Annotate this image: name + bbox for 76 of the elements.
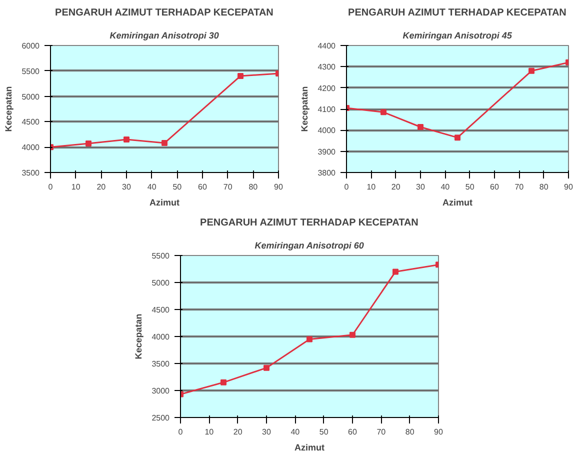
x-tick-label: 80 [248,182,258,192]
y-axis-title: Kecepatan [300,86,310,132]
y-axis-title: Kecepatan [134,314,144,360]
x-tick-label: 20 [233,428,243,436]
x-tick-label: 90 [274,182,284,192]
point [454,134,460,141]
point [392,268,398,275]
y-tick-label: 4300 [318,62,336,72]
chart-title: PENGARUH AZIMUT TERHADAP KECEPATAN [55,8,274,18]
x-tick-label: 60 [490,182,500,192]
x-tick-label: 10 [366,182,376,192]
x-tick-label: 60 [348,428,358,436]
x-tick-label: 90 [434,428,444,436]
x-tick-label: 40 [440,182,450,192]
line-series [50,70,278,150]
x-tick-label: 40 [147,182,157,192]
y-tick-label: 4000 [318,126,336,136]
x-tick-label: 50 [319,428,329,436]
x-tick-label: 60 [198,182,208,192]
y-tick-label: 3500 [152,360,170,368]
y-tick-label: 3500 [22,168,40,178]
point [124,136,130,142]
x-axis-title: Azimut [150,198,180,208]
point [528,68,534,74]
y-tick-label: 4500 [22,118,40,127]
chart-title: PENGARUH AZIMUT TERHADAP KECEPATAN [348,8,566,18]
x-axis-title: Azimut [294,442,324,452]
chart-subtitle: Kemiringan Anisotropi 30 [110,30,219,40]
x-tick-label: 10 [71,182,81,192]
point [162,140,168,146]
x-tick-label: 20 [391,182,401,192]
point [220,379,226,386]
x-tick-label: 0 [344,182,350,192]
x-tick-label: 70 [514,182,524,192]
x-tick-label: 70 [223,182,233,192]
chart-subtitle: Kemiringan Anisotropi 60 [254,240,364,250]
point [238,72,244,79]
y-tick-label: 4100 [318,105,336,114]
y-tick-label: 4000 [22,143,40,152]
y-tick-label: 5500 [152,252,170,260]
y-tick-label: 4000 [152,332,170,342]
point [380,109,386,116]
x-tick-label: 90 [564,182,574,192]
x-tick-label: 50 [172,182,182,192]
y-tick-label: 3000 [152,386,170,396]
point [306,336,312,342]
y-tick-label: 4200 [318,84,336,93]
y-tick-label: 5000 [152,278,170,288]
x-tick-label: 30 [416,182,426,192]
y-tick-label: 4400 [318,42,336,50]
x-tick-label: 40 [290,428,300,436]
point [264,364,270,371]
x-tick-label: 20 [96,182,106,192]
chart-title: PENGARUH AZIMUT TERHADAP KECEPATAN [200,218,418,228]
y-tick-label: 5500 [22,66,40,76]
y-axis-title: Kecepatan [4,86,14,132]
y-tick-label: 6000 [22,42,40,50]
x-tick-label: 70 [376,428,386,436]
y-tick-label: 3900 [318,147,336,156]
point [350,332,356,338]
x-tick-label: 30 [122,182,132,192]
y-tick-label: 2500 [152,414,170,422]
x-tick-label: 80 [405,428,415,436]
x-axis-title: Azimut [442,198,472,208]
x-tick-label: 30 [262,428,272,436]
x-tick-label: 80 [539,182,549,192]
x-tick-label: 0 [178,428,184,436]
y-tick-label: 5000 [22,92,40,102]
y-tick-label: 3800 [318,168,336,178]
point [418,124,424,130]
x-tick-label: 50 [465,182,475,192]
chart-subtitle: Kemiringan Anisotropi 45 [402,30,513,40]
x-tick-label: 10 [204,428,214,436]
x-tick-label: 0 [48,182,54,192]
y-tick-label: 4500 [152,306,170,314]
point [86,140,92,147]
